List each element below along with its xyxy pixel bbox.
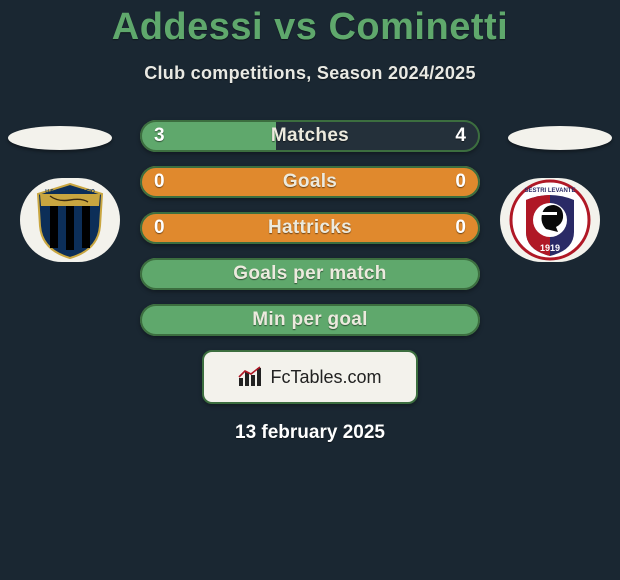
badge-left-label: U.S. LATINA CALCIO <box>45 189 95 195</box>
stat-right-value: 0 <box>455 166 466 198</box>
stat-label: Matches <box>140 120 480 152</box>
club-badge-left: U.S. LATINA CALCIO <box>20 178 120 262</box>
stat-row-matches: 3 Matches 4 <box>140 120 480 152</box>
stat-label: Hattricks <box>140 212 480 244</box>
club-badge-right: SESTRI LEVANTE 1919 <box>500 178 600 262</box>
stat-label: Goals <box>140 166 480 198</box>
player-avatar-right <box>508 126 612 150</box>
fctables-label: FcTables.com <box>270 367 381 388</box>
fctables-watermark: FcTables.com <box>202 350 418 404</box>
player-avatar-left <box>8 126 112 150</box>
shield-icon: U.S. LATINA CALCIO <box>28 178 112 262</box>
stat-right-value: 0 <box>455 212 466 244</box>
badge-right-year: 1919 <box>540 243 560 253</box>
subtitle: Club competitions, Season 2024/2025 <box>0 63 620 84</box>
page-title: Addessi vs Cominetti <box>0 0 620 49</box>
title-text: Addessi vs Cominetti <box>112 6 508 48</box>
badge-right-label: SESTRI LEVANTE <box>525 188 576 194</box>
date: 13 february 2025 <box>0 422 620 444</box>
stat-right-value: 4 <box>455 120 466 152</box>
stat-row-goals-per-match: Goals per match <box>140 258 480 290</box>
stat-row-hattricks: 0 Hattricks 0 <box>140 212 480 244</box>
infographic-container: Addessi vs Cominetti Club competitions, … <box>0 0 620 580</box>
stat-label: Goals per match <box>140 258 480 290</box>
bar-chart-icon <box>238 366 264 388</box>
stat-row-min-per-goal: Min per goal <box>140 304 480 336</box>
shield-icon: SESTRI LEVANTE 1919 <box>508 178 592 262</box>
stat-row-goals: 0 Goals 0 <box>140 166 480 198</box>
stat-label: Min per goal <box>140 304 480 336</box>
